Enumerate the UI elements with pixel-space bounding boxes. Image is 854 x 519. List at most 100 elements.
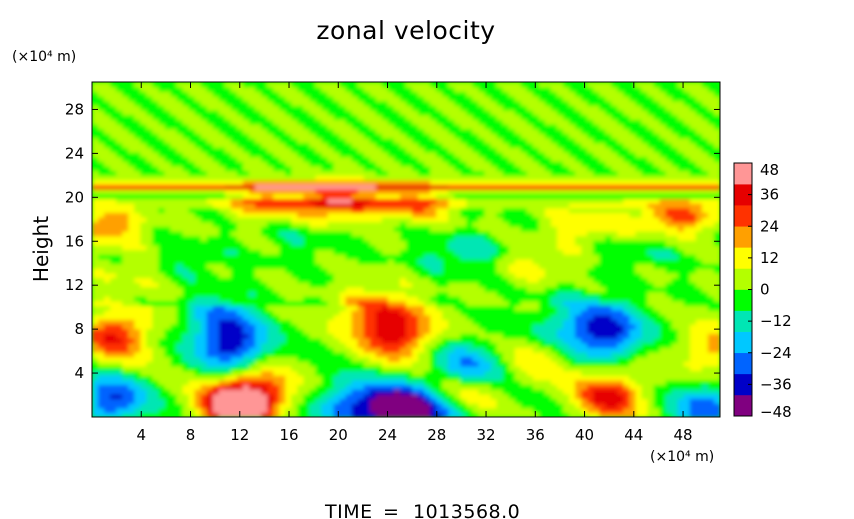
heatmap-cell — [339, 137, 347, 144]
heatmap-cell — [508, 328, 516, 334]
heatmap-cell — [448, 351, 456, 358]
heatmap-cell — [478, 226, 486, 232]
heatmap-cell — [442, 300, 449, 307]
heatmap-cell — [188, 379, 196, 386]
heatmap-cell — [242, 412, 250, 417]
heatmap-cell — [255, 100, 262, 106]
heatmap-cell — [98, 189, 105, 195]
heatmap-cell — [249, 361, 256, 367]
heatmap-cell — [399, 393, 407, 400]
heatmap-cell — [381, 86, 389, 92]
heatmap-cell — [267, 151, 274, 158]
heatmap-cell — [369, 207, 377, 213]
heatmap-cell — [98, 123, 105, 130]
heatmap-cell — [502, 319, 510, 325]
heatmap-cell — [387, 212, 395, 218]
heatmap-cell — [230, 291, 238, 297]
heatmap-cell — [273, 375, 280, 381]
heatmap-cell — [158, 263, 166, 269]
heatmap-cell — [442, 337, 449, 344]
heatmap-cell — [436, 375, 443, 381]
heatmap-cell — [255, 137, 262, 144]
heatmap-cell — [236, 235, 244, 241]
heatmap-cell — [297, 86, 305, 92]
heatmap-cell — [152, 212, 160, 218]
heatmap-cell — [158, 272, 166, 279]
heatmap-cell — [393, 184, 401, 190]
heatmap-cell — [387, 403, 395, 409]
heatmap-cell — [502, 133, 510, 139]
heatmap-cell — [182, 282, 190, 288]
heatmap-cell — [333, 170, 341, 176]
heatmap-cell — [182, 272, 190, 279]
heatmap-cell — [442, 105, 449, 111]
heatmap-cell — [285, 365, 292, 372]
heatmap-cell — [194, 82, 202, 88]
heatmap-cell — [200, 286, 208, 293]
heatmap-cell — [188, 277, 196, 283]
heatmap-cell — [393, 314, 401, 320]
heatmap-cell — [230, 184, 238, 190]
heatmap-cell — [158, 389, 166, 395]
heatmap-cell — [345, 286, 353, 293]
heatmap-cell — [152, 323, 160, 330]
heatmap-cell — [200, 91, 208, 97]
heatmap-cell — [442, 128, 449, 134]
heatmap-cell — [224, 370, 232, 376]
heatmap-cell — [303, 356, 311, 362]
heatmap-cell — [122, 212, 129, 218]
heatmap-cell — [261, 296, 268, 302]
heatmap-cell — [188, 119, 196, 125]
heatmap-cell — [188, 82, 196, 88]
heatmap-cell — [152, 337, 160, 344]
heatmap-cell — [146, 184, 154, 190]
heatmap-cell — [122, 142, 129, 148]
heatmap-cell — [267, 356, 274, 362]
heatmap-cell — [255, 184, 262, 190]
heatmap-cell — [303, 202, 311, 209]
heatmap-cell — [357, 407, 365, 414]
heatmap-cell — [273, 198, 280, 204]
heatmap-cell — [110, 403, 117, 409]
heatmap-cell — [393, 133, 401, 139]
heatmap-cell — [116, 235, 123, 241]
heatmap-cell — [357, 314, 365, 320]
heatmap-cell — [424, 389, 431, 395]
heatmap-cell — [303, 165, 311, 172]
heatmap-cell — [206, 370, 214, 376]
heatmap-cell — [224, 305, 232, 311]
heatmap-cell — [484, 142, 492, 148]
heatmap-cell — [273, 184, 280, 190]
heatmap-cell — [496, 105, 504, 111]
heatmap-cell — [478, 212, 486, 218]
heatmap-cell — [484, 184, 492, 190]
heatmap-cell — [436, 309, 443, 316]
heatmap-cell — [375, 272, 383, 279]
heatmap-cell — [230, 328, 238, 334]
heatmap-cell — [182, 175, 190, 181]
heatmap-cell — [140, 375, 148, 381]
heatmap-cell — [472, 240, 480, 246]
heatmap-cell — [104, 356, 111, 362]
heatmap-cell — [285, 398, 292, 404]
heatmap-cell — [448, 109, 456, 116]
heatmap-cell — [291, 370, 299, 376]
heatmap-cell — [128, 198, 135, 204]
heatmap-cell — [442, 91, 449, 97]
heatmap-cell — [206, 147, 214, 153]
heatmap-cell — [387, 109, 395, 116]
heatmap-cell — [442, 82, 449, 88]
heatmap-cell — [454, 109, 462, 116]
heatmap-cell — [412, 95, 419, 102]
heatmap-cell — [176, 272, 184, 279]
heatmap-cell — [399, 161, 407, 167]
heatmap-cell — [122, 86, 129, 92]
heatmap-cell — [327, 151, 335, 158]
heatmap-cell — [502, 175, 510, 181]
heatmap-cell — [303, 351, 311, 358]
heatmap-cell — [206, 235, 214, 241]
heatmap-cell — [164, 212, 172, 218]
heatmap-cell — [98, 314, 105, 320]
heatmap-cell — [315, 244, 323, 251]
heatmap-cell — [140, 300, 148, 307]
